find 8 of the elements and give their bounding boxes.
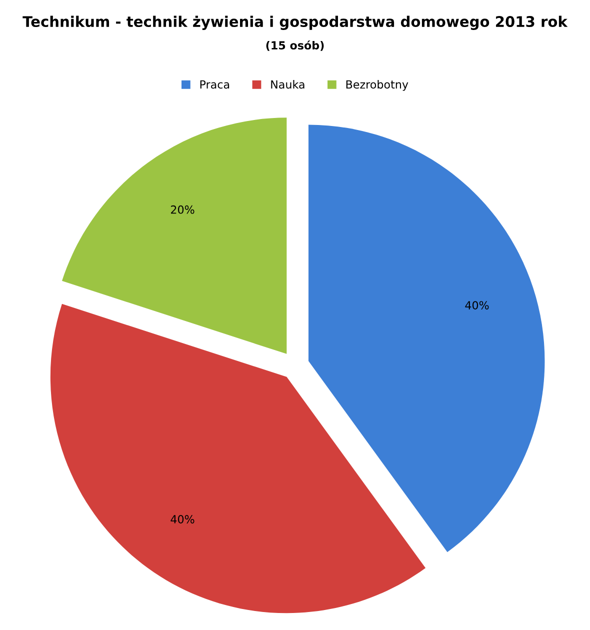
- data-label: 40%: [170, 515, 194, 524]
- legend-label: Nauka: [271, 80, 304, 89]
- data-label: 20%: [170, 205, 194, 214]
- legend-label: Praca: [200, 80, 230, 89]
- chart-title: Technikum - technik żywienia i gospodarstwa domowego 2013 rok: [22, 16, 568, 30]
- chart-subtitle: (15 osób): [266, 40, 324, 51]
- legend-label: Bezrobotny: [346, 80, 408, 91]
- data-label: 40%: [465, 301, 489, 310]
